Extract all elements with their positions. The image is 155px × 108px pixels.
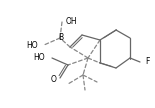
Text: B: B (58, 33, 64, 43)
Text: HO: HO (26, 40, 38, 49)
Text: HO: HO (33, 53, 45, 63)
Text: O: O (51, 75, 57, 84)
Text: OH: OH (66, 17, 78, 25)
Text: F: F (145, 57, 149, 67)
